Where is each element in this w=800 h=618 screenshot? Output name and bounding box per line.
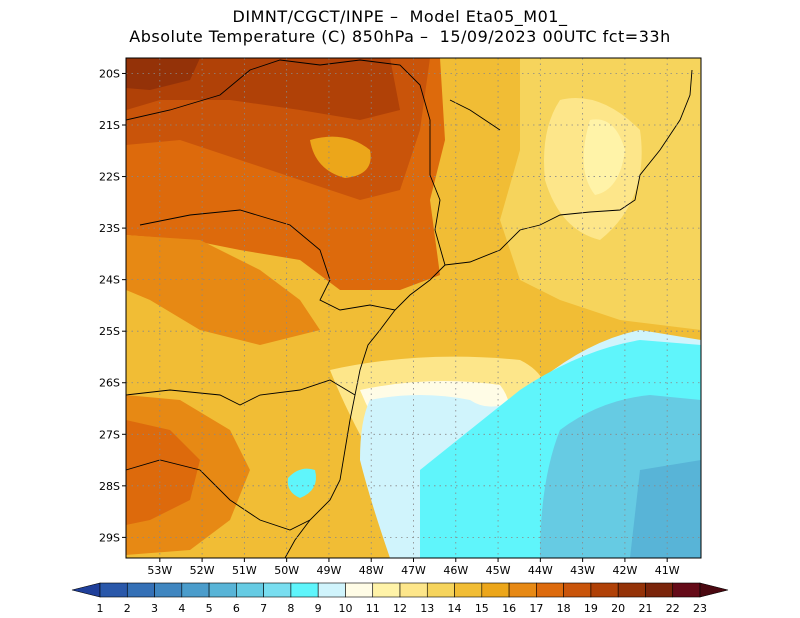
lon-label: 52W [190, 564, 215, 577]
colorbar: 1 2 3 4 5 6 7 8 9 10 11 12 13 14 15 16 17 18 19 20 21 22 23 [71, 582, 729, 615]
lon-label: 51W [232, 564, 257, 577]
colorbar-label: 1 [97, 602, 104, 615]
colorbar-segment [399, 582, 428, 598]
gridlines [126, 58, 701, 558]
colorbar-segment [99, 582, 128, 598]
lat-label: 21S [99, 119, 120, 132]
lon-label: 41W [655, 564, 680, 577]
colorbar-label: 21 [638, 602, 652, 615]
field-20 [126, 58, 400, 120]
colorbar-label: 20 [611, 602, 625, 615]
lat-label: 28S [99, 480, 120, 493]
colorbar-segment [290, 582, 319, 598]
colorbar-label: 9 [315, 602, 322, 615]
lat-label: 22S [99, 171, 120, 184]
lat-label: 25S [99, 325, 120, 338]
colorbar-label: 13 [420, 602, 434, 615]
colorbar-label: 16 [502, 602, 516, 615]
colorbar-segment [317, 582, 346, 598]
colorbar-high-arrow [699, 582, 729, 598]
colorbar-segment [126, 582, 155, 598]
colorbar-label: 19 [584, 602, 598, 615]
lon-label: 43W [570, 564, 595, 577]
colorbar-segment [672, 582, 701, 598]
lon-label: 50W [274, 564, 299, 577]
field-17 [126, 235, 320, 345]
colorbar-segment [454, 582, 483, 598]
colorbar-label: 6 [233, 602, 240, 615]
colorbar-label: 5 [206, 602, 213, 615]
colorbar-label: 11 [366, 602, 380, 615]
lat-label: 26S [99, 377, 120, 390]
colorbar-segment [372, 582, 401, 598]
map-plot-area [126, 58, 701, 558]
lat-label: 24S [99, 274, 120, 287]
colorbar-label: 10 [338, 602, 352, 615]
colorbar-segment [154, 582, 183, 598]
axis-labels: 20S 21S 22S 23S 24S 25S 26S 27S 28S 29S 53W 52W 51W 5… [99, 67, 680, 577]
colorbar-segment [508, 582, 537, 598]
colorbar-segment [236, 582, 264, 598]
map-title-line2: Absolute Temperature (C) 850hPa – 15/09/… [129, 27, 671, 46]
colorbar-segment [181, 582, 210, 598]
lon-label: 48W [359, 564, 384, 577]
map-title-line1: DIMNT/CGCT/INPE – Model Eta05_M01_ [232, 7, 568, 26]
colorbar-low-arrow [71, 582, 101, 598]
colorbar-label: 15 [475, 602, 489, 615]
lat-label: 29S [99, 531, 120, 544]
colorbar-label: 22 [666, 602, 680, 615]
colorbar-segment [590, 582, 619, 598]
colorbar-label: 8 [287, 602, 294, 615]
field-12 [583, 119, 625, 195]
lat-label: 27S [99, 428, 120, 441]
lat-label: 23S [99, 222, 120, 235]
colorbar-segment [645, 582, 674, 598]
lon-label: 49W [317, 564, 342, 577]
field-21 [126, 58, 200, 90]
lat-label: 20S [99, 67, 120, 80]
colorbar-label: 14 [448, 602, 462, 615]
colorbar-label: 12 [393, 602, 407, 615]
colorbar-segment [481, 582, 510, 598]
colorbar-segment [263, 582, 292, 598]
colorbar-segment [208, 582, 237, 598]
coastlines-and-borders [126, 59, 693, 558]
colorbar-label: 23 [693, 602, 707, 615]
colorbar-segment [426, 582, 455, 598]
colorbar-segment [345, 582, 374, 598]
colorbar-segment [536, 582, 564, 598]
lon-label: 45W [486, 564, 511, 577]
lon-label: 42W [612, 564, 637, 577]
lon-label: 53W [147, 564, 172, 577]
lon-label: 47W [401, 564, 426, 577]
field-16-patch [310, 136, 371, 178]
colorbar-label: 7 [260, 602, 267, 615]
colorbar-label: 2 [124, 602, 131, 615]
colorbar-label: 3 [151, 602, 158, 615]
lon-label: 46W [443, 564, 468, 577]
field-9-patch [287, 468, 316, 498]
colorbar-segment [563, 582, 592, 598]
colorbar-label: 17 [529, 602, 543, 615]
field-18-south [126, 420, 200, 525]
colorbar-label: 18 [557, 602, 571, 615]
lon-label: 44W [528, 564, 553, 577]
colorbar-label: 4 [178, 602, 185, 615]
field-6 [630, 460, 701, 558]
colorbar-segment [617, 582, 646, 598]
